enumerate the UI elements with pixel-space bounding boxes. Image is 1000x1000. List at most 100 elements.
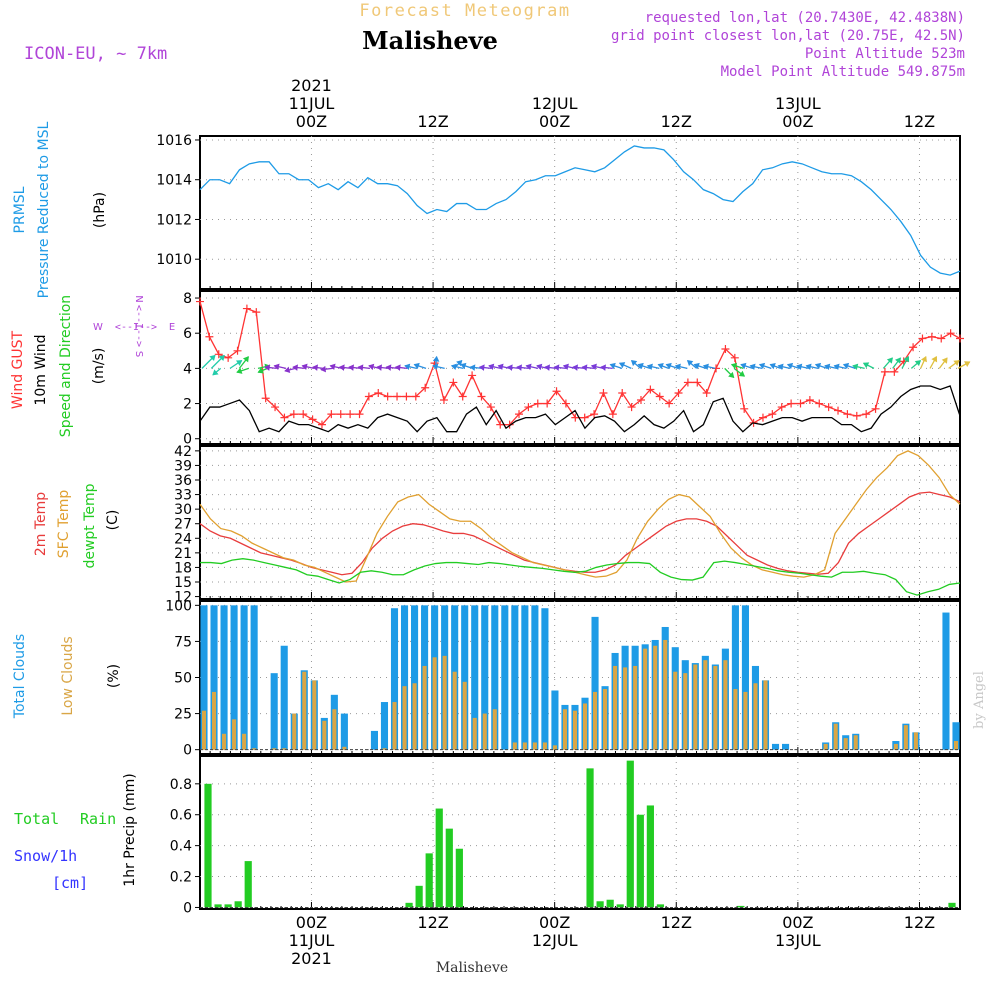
time-label: 00Z [539, 112, 570, 131]
wind-arrow-head [212, 369, 219, 376]
time-label: 00Z [782, 913, 813, 932]
total-cloud-bar [731, 605, 739, 750]
wind-arrow-head [506, 364, 513, 371]
wind-arrow-head [273, 363, 280, 371]
wind-gust-line [199, 301, 961, 426]
precip-total-label: Total [14, 810, 59, 828]
temp-dewpt-label: dewpt Temp [82, 483, 98, 568]
temp-labels: 2m Temp SFC Temp dewpt Temp (C) [33, 483, 121, 568]
gust-point [449, 378, 458, 387]
total-cloud-bar [511, 605, 519, 750]
place-title: Malisheve [362, 26, 498, 55]
wind-arrow-head [394, 364, 401, 371]
low-cloud-bar [402, 686, 407, 750]
rain-bar [214, 904, 222, 908]
wind-gust-label: Wind GUST [10, 330, 26, 409]
low-cloud-bar [693, 664, 698, 750]
total-cloud-bar [230, 605, 238, 750]
gust-point [618, 389, 627, 397]
gust-point [730, 353, 739, 362]
gust-point [580, 413, 589, 422]
low-cloud-bar [633, 665, 638, 750]
gust-point [758, 413, 767, 422]
total-cloud-bar [501, 605, 509, 750]
time-label: 13JUL [775, 931, 821, 950]
wind-arrow-head [618, 362, 626, 369]
gust-point [599, 389, 608, 397]
total-cloud-bar [270, 673, 278, 750]
low-cloud-bar [603, 689, 608, 750]
wind-arrow-head [312, 364, 318, 371]
gust-point [402, 392, 411, 401]
wind-arrow-head [730, 362, 738, 370]
clouds-ytick-label: 100 [165, 598, 192, 614]
precip-rain-label: Rain [80, 810, 116, 828]
gust-point [843, 410, 852, 419]
wind-arrow-head [572, 364, 578, 371]
low-cloud-bar [643, 648, 648, 750]
gust-point [590, 410, 599, 419]
low-cloud-bar [733, 689, 738, 750]
time-label: 12JUL [532, 94, 578, 113]
wind-arrow-head [376, 364, 382, 371]
precip-axis-label: 1hr Precip (mm) [122, 773, 138, 886]
precip-snow-unit: [cm] [52, 874, 88, 892]
wind-arrow-head [630, 360, 638, 367]
gust-point [824, 403, 833, 412]
gust-point [355, 410, 364, 419]
wind-unit: (m/s) [91, 348, 107, 385]
gust-point [721, 345, 730, 354]
gust-point [909, 343, 918, 352]
low-cloud-bar [222, 733, 227, 750]
wind-arrow-head [646, 363, 653, 371]
wind-arrow-head [600, 364, 606, 371]
wind-arrow-head [590, 363, 597, 371]
wind-arrow-head [824, 363, 831, 371]
wind-arrow-head [562, 363, 569, 371]
low-cloud-bar [482, 713, 487, 750]
wind-arrow-head [292, 364, 298, 371]
wind-arrow-head [637, 362, 644, 370]
low-cloud-bar [212, 691, 217, 750]
footer-place: Malisheve [436, 960, 508, 976]
temp-ytick-label: 21 [174, 546, 192, 562]
gust-point [421, 383, 430, 392]
low-cloud-bar [302, 671, 307, 750]
wind-arrow-head [749, 363, 756, 371]
low-cloud-bar [552, 745, 557, 750]
compass-rose: N S W E <--I--> <--I--> [93, 295, 175, 357]
total-cloud-bar [481, 605, 489, 750]
rain-bar [948, 902, 956, 908]
precip-ytick-label: 0.4 [170, 839, 192, 855]
gust-point [374, 389, 383, 397]
gust-point [937, 334, 946, 343]
gust-point [862, 410, 871, 419]
gust-point [674, 389, 683, 397]
total-cloud-bar [952, 722, 960, 750]
requested-coords: requested lon,lat (20.7430E, 42.4838N) [645, 10, 965, 26]
temp-sfc-line [199, 450, 961, 583]
wind-arrow-head [674, 363, 681, 371]
wind-arrow-head [796, 363, 803, 371]
wind-arrow-head [895, 357, 901, 364]
rain-bar [224, 904, 232, 908]
wind-arrow-head [852, 363, 859, 371]
compass-e: E [169, 322, 175, 333]
wind-arrow-head [814, 362, 822, 370]
gust-point [683, 378, 692, 387]
low-cloud-bar [272, 748, 277, 750]
pressure-unit: (hPa) [92, 192, 108, 228]
wind-arrow-head [469, 364, 476, 371]
wind-arrow-head [728, 371, 735, 379]
wind-arrow-head [338, 364, 345, 371]
wind-arrow-head [284, 366, 291, 374]
pressure-prmsl-line [199, 145, 961, 276]
time-label: 12Z [661, 913, 692, 932]
gust-point [308, 415, 317, 424]
temp-ytick-label: 24 [174, 531, 192, 547]
low-cloud-bar [332, 709, 337, 750]
low-cloud-bar [623, 667, 628, 750]
gust-point [740, 404, 749, 413]
low-cloud-bar [232, 719, 237, 750]
gust-point [289, 410, 298, 419]
